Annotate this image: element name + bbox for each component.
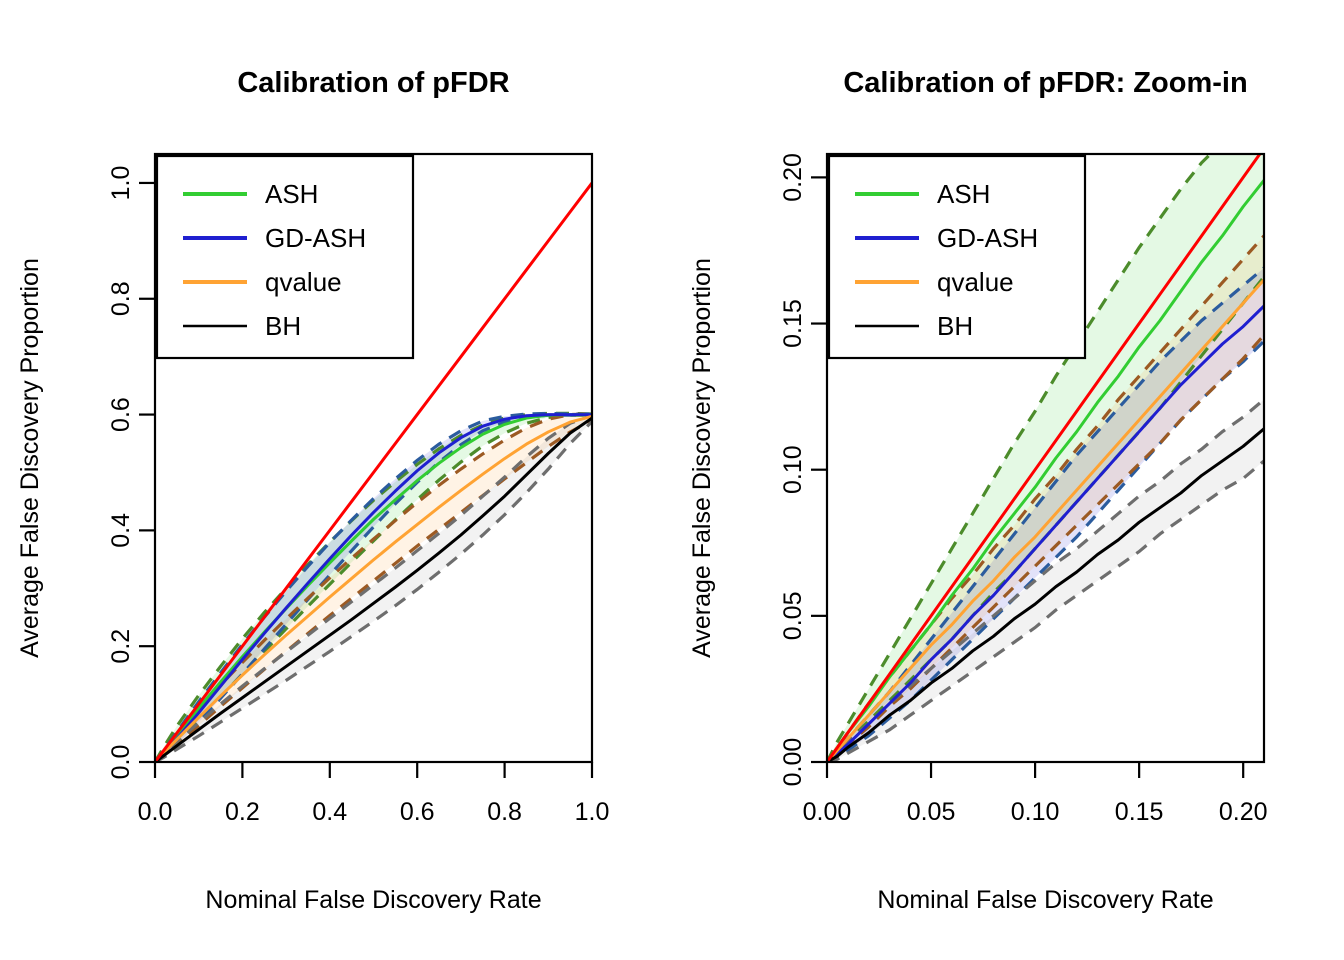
series-line-qvalue: [827, 278, 1264, 762]
plot-frame: [825, 152, 1266, 764]
legend-label-bh: BH: [937, 311, 973, 341]
x-tick-label: 0.10: [1011, 798, 1060, 826]
x-tick-label: 0.6: [400, 798, 435, 826]
legend-label-qvalue: qvalue: [937, 267, 1014, 297]
series-line-qvalue: [155, 414, 592, 762]
band-lower-qvalue: [827, 334, 1264, 762]
series-line-ash: [827, 179, 1264, 762]
legend-label-qvalue: qvalue: [265, 267, 342, 297]
plot-svg: Calibration of pFDR 0.0 0.2 0.4 0.6 0.8 1.0 0.0…: [16, 67, 610, 914]
x-tick-label: 1.0: [575, 798, 610, 826]
x-axis-title: Nominal False Discovery Rate: [205, 886, 541, 914]
legend: ASH GD-ASH qvalue BH: [827, 154, 1087, 360]
y-tick-label: 0.05: [779, 592, 807, 641]
y-axis-title: Average False Discovery Proportion: [16, 258, 44, 658]
x-tick-label: 0.00: [803, 798, 852, 826]
y-tick-label: 0.20: [779, 153, 807, 202]
y-tick-label: 0.0: [107, 745, 135, 780]
series-line-bh: [827, 427, 1264, 762]
x-tick-label: 0.05: [907, 798, 956, 826]
series-line-gd-ash: [827, 304, 1264, 762]
legend-label-ash: ASH: [937, 179, 990, 209]
series-line-ash: [155, 413, 592, 762]
band-upper-ash: [827, 154, 1213, 762]
band-lower-bh: [827, 459, 1264, 762]
series-line-bh: [155, 416, 592, 762]
y-tick-label: 0.4: [107, 513, 135, 548]
legend-label-gd-ash: GD-ASH: [937, 223, 1038, 253]
chart-panel-left: Calibration of pFDR 0.0 0.2 0.4 0.6 0.8 1.0 0.0…: [16, 67, 610, 914]
x-tick-label: 0.15: [1115, 798, 1164, 826]
y-axis-title: Average False Discovery Proportion: [688, 258, 716, 658]
panel-title: Calibration of pFDR: Zoom-in: [843, 67, 1247, 99]
band-upper-qvalue: [155, 412, 592, 762]
panel-title: Calibration of pFDR: [237, 67, 509, 99]
y-tick-label: 0.8: [107, 281, 135, 316]
y-tick-label: 0.15: [779, 299, 807, 348]
identity-line: [827, 154, 1262, 762]
y-tick-label: 1.0: [107, 166, 135, 201]
plot-frame: [153, 152, 594, 764]
chart-panel-right: Calibration of pFDR: Zoom-in 0.00 0.05 0.10…: [672, 0, 1344, 960]
band-upper-bh: [155, 413, 592, 762]
legend: ASH GD-ASH qvalue BH: [155, 154, 415, 360]
series-group: [827, 154, 1264, 762]
series-group: [155, 182, 592, 762]
band-lower-qvalue: [155, 418, 592, 762]
band-fill-bh: [155, 415, 592, 762]
band-lower-gd-ash: [155, 413, 592, 762]
legend-label-gd-ash: GD-ASH: [265, 223, 366, 253]
band-lower-gd-ash: [827, 339, 1264, 762]
series-line-gd-ash: [155, 413, 592, 762]
x-tick-label: 0.2: [225, 798, 260, 826]
band-upper-gd-ash: [827, 266, 1264, 762]
legend-box: [155, 154, 415, 360]
band-fill-bh: [827, 399, 1264, 762]
y-tick-label: 0.2: [107, 629, 135, 664]
legend-label-bh: BH: [265, 311, 301, 341]
x-tick-label: 0.4: [312, 798, 347, 826]
x-tick-label: 0.8: [487, 798, 522, 826]
y-tick-label: 0.00: [779, 738, 807, 787]
plot-svg: Calibration of pFDR: Zoom-in 0.00 0.05 0.10…: [688, 67, 1268, 914]
y-tick-label: 0.10: [779, 445, 807, 494]
y-tick-label: 0.6: [107, 397, 135, 432]
legend-box: [827, 154, 1087, 360]
legend-label-ash: ASH: [265, 179, 318, 209]
x-tick-label: 0.20: [1219, 798, 1268, 826]
identity-line: [155, 182, 592, 762]
x-axis-title: Nominal False Discovery Rate: [877, 886, 1213, 914]
x-tick-label: 0.0: [138, 798, 173, 826]
band-lower-bh: [155, 420, 592, 762]
